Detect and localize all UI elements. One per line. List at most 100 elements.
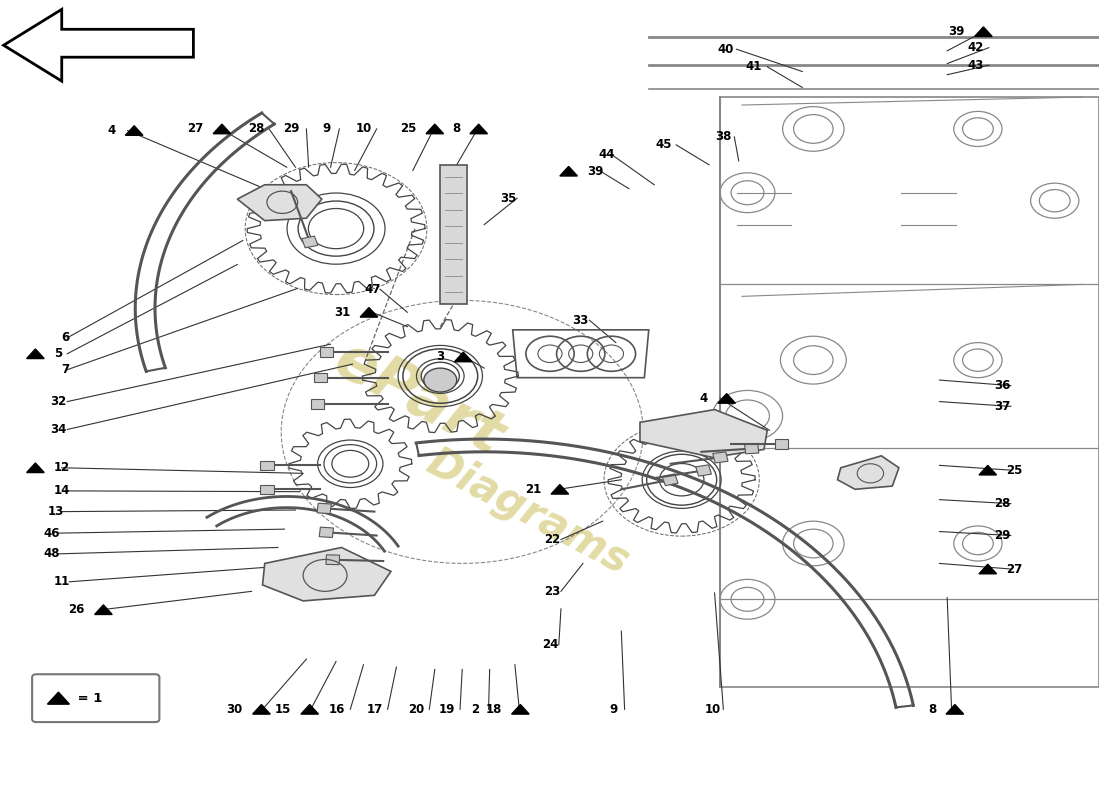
- Text: 3: 3: [437, 350, 444, 363]
- Polygon shape: [837, 456, 899, 490]
- Polygon shape: [551, 485, 569, 494]
- Text: 12: 12: [54, 462, 70, 474]
- Text: Diagrams: Diagrams: [419, 441, 637, 582]
- Polygon shape: [979, 466, 997, 475]
- Text: 47: 47: [364, 282, 381, 296]
- Text: 15: 15: [275, 703, 292, 716]
- Text: ePart: ePart: [323, 331, 513, 469]
- Bar: [720, 97, 1099, 687]
- Text: 45: 45: [656, 138, 672, 151]
- Text: 28: 28: [248, 122, 264, 135]
- Polygon shape: [975, 27, 992, 37]
- Polygon shape: [326, 555, 340, 565]
- Polygon shape: [426, 124, 443, 134]
- Polygon shape: [319, 527, 333, 538]
- Text: 31: 31: [334, 306, 350, 319]
- Polygon shape: [946, 705, 964, 714]
- Text: 25: 25: [399, 122, 416, 135]
- Polygon shape: [979, 564, 997, 574]
- Text: 10: 10: [704, 703, 720, 716]
- Polygon shape: [696, 465, 712, 476]
- Text: 6: 6: [60, 331, 69, 344]
- Text: 8: 8: [452, 122, 460, 135]
- Polygon shape: [47, 692, 69, 704]
- Text: 21: 21: [525, 482, 541, 496]
- Polygon shape: [512, 705, 529, 714]
- Polygon shape: [315, 373, 328, 382]
- Text: 10: 10: [355, 122, 372, 135]
- Polygon shape: [261, 461, 274, 470]
- Text: 20: 20: [408, 703, 425, 716]
- Polygon shape: [560, 166, 578, 176]
- Polygon shape: [454, 352, 472, 362]
- Text: 27: 27: [1006, 562, 1023, 575]
- Polygon shape: [774, 439, 788, 449]
- Text: 30: 30: [227, 703, 243, 716]
- Text: = 1: = 1: [73, 692, 102, 705]
- Text: 16: 16: [329, 703, 345, 716]
- Polygon shape: [253, 705, 271, 714]
- Polygon shape: [640, 410, 767, 458]
- Polygon shape: [3, 10, 194, 81]
- Polygon shape: [713, 452, 728, 463]
- Text: 44: 44: [598, 148, 615, 161]
- Text: 18: 18: [485, 703, 502, 716]
- Text: 39: 39: [587, 165, 604, 178]
- Text: 5: 5: [54, 347, 63, 360]
- Text: 38: 38: [715, 130, 732, 143]
- Text: 33: 33: [573, 314, 588, 326]
- Text: 39: 39: [948, 25, 965, 38]
- Text: 41: 41: [746, 60, 762, 74]
- Polygon shape: [213, 124, 231, 134]
- Text: 8: 8: [928, 703, 936, 716]
- Polygon shape: [320, 347, 332, 357]
- Text: 2: 2: [471, 703, 480, 716]
- Text: 27: 27: [187, 122, 204, 135]
- Text: 17: 17: [366, 703, 383, 716]
- Text: 28: 28: [994, 497, 1010, 510]
- Text: 29: 29: [994, 529, 1010, 542]
- Polygon shape: [263, 547, 390, 601]
- Polygon shape: [301, 705, 319, 714]
- Text: 23: 23: [544, 585, 560, 598]
- Polygon shape: [662, 474, 678, 486]
- FancyBboxPatch shape: [32, 674, 160, 722]
- Text: 13: 13: [48, 505, 65, 518]
- Polygon shape: [26, 349, 44, 358]
- Circle shape: [424, 368, 456, 392]
- Text: 9: 9: [609, 703, 618, 716]
- Polygon shape: [261, 485, 274, 494]
- Polygon shape: [301, 236, 318, 248]
- Text: 22: 22: [544, 533, 560, 546]
- Text: 32: 32: [51, 395, 67, 408]
- Text: 40: 40: [717, 42, 734, 56]
- Polygon shape: [311, 399, 324, 409]
- Text: 43: 43: [968, 58, 983, 72]
- Text: 24: 24: [542, 638, 558, 651]
- Text: 11: 11: [54, 575, 70, 588]
- Text: 42: 42: [968, 41, 983, 54]
- Polygon shape: [95, 605, 112, 614]
- Polygon shape: [26, 463, 44, 473]
- Text: 34: 34: [51, 423, 67, 436]
- Polygon shape: [718, 394, 736, 403]
- Polygon shape: [238, 185, 322, 221]
- Text: 4: 4: [107, 124, 116, 137]
- Text: 35: 35: [500, 192, 517, 205]
- Text: 48: 48: [44, 547, 60, 560]
- Text: 9: 9: [322, 122, 330, 135]
- Polygon shape: [360, 307, 377, 317]
- Text: 37: 37: [994, 400, 1010, 413]
- Bar: [440, 165, 466, 304]
- Text: 26: 26: [68, 603, 85, 616]
- Polygon shape: [470, 124, 487, 134]
- Text: 29: 29: [283, 122, 299, 135]
- Polygon shape: [125, 126, 143, 135]
- Text: 36: 36: [994, 379, 1010, 392]
- Polygon shape: [317, 503, 331, 514]
- Text: 25: 25: [1006, 464, 1023, 477]
- Text: 14: 14: [54, 484, 70, 498]
- Polygon shape: [745, 443, 759, 454]
- Text: 46: 46: [44, 526, 60, 540]
- Text: 7: 7: [60, 363, 69, 376]
